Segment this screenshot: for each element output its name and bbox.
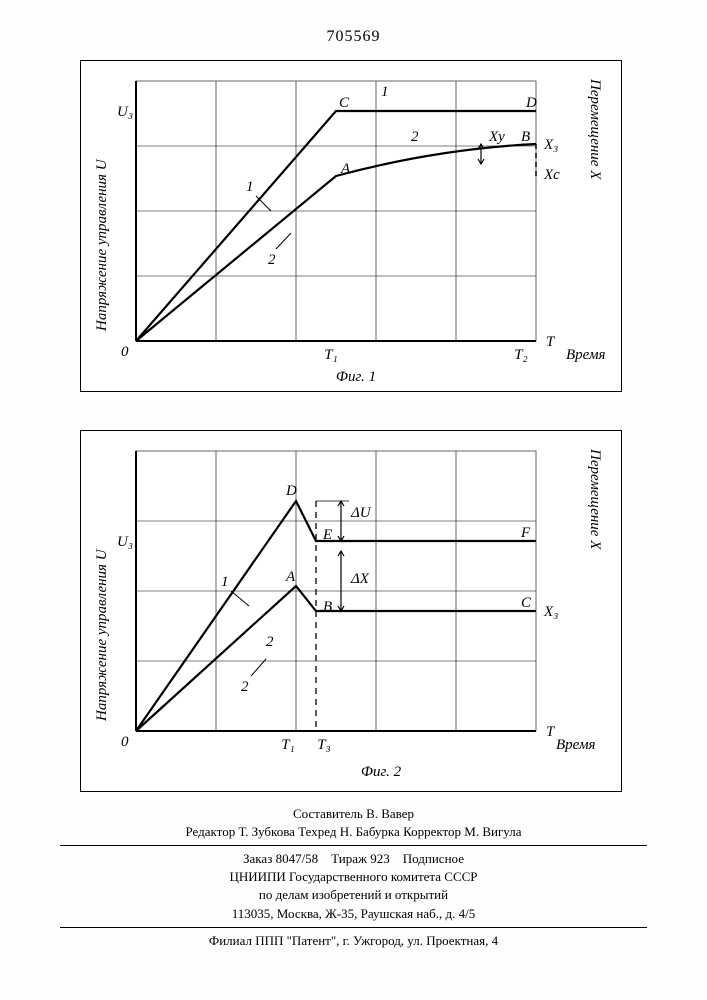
fig2-grid	[136, 451, 536, 731]
fig1-series-2	[136, 144, 536, 341]
fig1-num1-top: 1	[381, 84, 389, 100]
footer-block: Составитель В. Вавер Редактор Т. Зубкова…	[0, 805, 707, 950]
fig2-t1: T₁	[281, 737, 295, 753]
fig1-series-1	[136, 111, 536, 341]
fig2-A: A	[285, 569, 296, 585]
fig2-F: F	[520, 525, 531, 541]
footer-l1: Составитель В. Вавер	[0, 805, 707, 823]
fig2-series-1	[136, 501, 536, 731]
footer-l3: Заказ 8047/58 Тираж 923 Подписное	[0, 850, 707, 868]
fig2-E: E	[322, 527, 332, 543]
fig2-num2: 2	[241, 679, 249, 695]
fig1-x3: X₃	[543, 137, 558, 153]
fig1-num2: 2	[268, 252, 276, 268]
fig1-grid	[136, 81, 536, 341]
fig2-T: T	[546, 724, 556, 740]
fig1-t1: T₁	[324, 347, 338, 363]
fig1-num2b: 2	[411, 129, 419, 145]
fig1-num1: 1	[246, 179, 254, 195]
footer-l5: по делам изобретений и открытий	[0, 886, 707, 904]
figure-1-svg: 0 T₁ T₂ Время T U₃ C D A B 1 1 2 2 X₃ Xc…	[81, 61, 621, 391]
fig1-A: A	[340, 161, 351, 177]
footer-l6: 113035, Москва, Ж-35, Раушская наб., д. …	[0, 905, 707, 923]
doc-number: 705569	[0, 0, 707, 46]
fig2-caption: Фиг. 2	[361, 764, 402, 780]
fig1-xy: Xу	[488, 129, 505, 145]
fig2-D: D	[285, 483, 297, 499]
fig2-dU: ΔU	[350, 505, 372, 521]
fig1-xc: Xc	[543, 167, 560, 183]
fig2-dX: ΔX	[350, 571, 370, 587]
footer-l4: ЦНИИПИ Государственного комитета СССР	[0, 868, 707, 886]
figure-1-box: 0 T₁ T₂ Время T U₃ C D A B 1 1 2 2 X₃ Xc…	[80, 60, 622, 392]
fig2-yleft: Напряжение управления U	[94, 548, 110, 722]
fig2-yright: Перемещение X	[587, 448, 603, 550]
fig2-num1: 1	[221, 574, 229, 590]
fig2-xaxis-time: Время	[556, 737, 596, 753]
fig1-uz: U₃	[117, 104, 133, 120]
fig1-xaxis-time: Время	[566, 347, 606, 363]
footer-rule-2	[60, 927, 647, 928]
fig1-yleft: Напряжение управления U	[94, 158, 110, 332]
fig1-B: B	[521, 129, 530, 145]
figure-2-svg: 0 T₁ T₃ Время T U₃ D E F A B C ΔU ΔX 1 2…	[81, 431, 621, 791]
fig2-origin: 0	[121, 734, 129, 750]
fig2-series-2	[136, 586, 536, 731]
fig1-caption: Фиг. 1	[336, 369, 376, 385]
fig2-num2b: 2	[266, 634, 274, 650]
fig2-uz: U₃	[117, 534, 133, 550]
footer-l7: Филиал ППП "Патент", г. Ужгород, ул. Про…	[0, 932, 707, 950]
fig1-D: D	[525, 95, 537, 111]
fig1-t2: T₂	[514, 347, 528, 363]
fig2-t3: T₃	[317, 737, 331, 753]
fig1-yright: Перемещение X	[587, 78, 603, 180]
figure-2-box: 0 T₁ T₃ Время T U₃ D E F A B C ΔU ΔX 1 2…	[80, 430, 622, 792]
fig1-origin: 0	[121, 344, 129, 360]
footer-rule-1	[60, 845, 647, 846]
fig1-T: T	[546, 334, 556, 350]
fig1-C: C	[339, 95, 350, 111]
footer-l2: Редактор Т. Зубкова Техред Н. Бабурка Ко…	[0, 823, 707, 841]
fig2-C: C	[521, 595, 532, 611]
fig2-B: B	[323, 599, 332, 615]
fig2-x3: X₃	[543, 604, 558, 620]
